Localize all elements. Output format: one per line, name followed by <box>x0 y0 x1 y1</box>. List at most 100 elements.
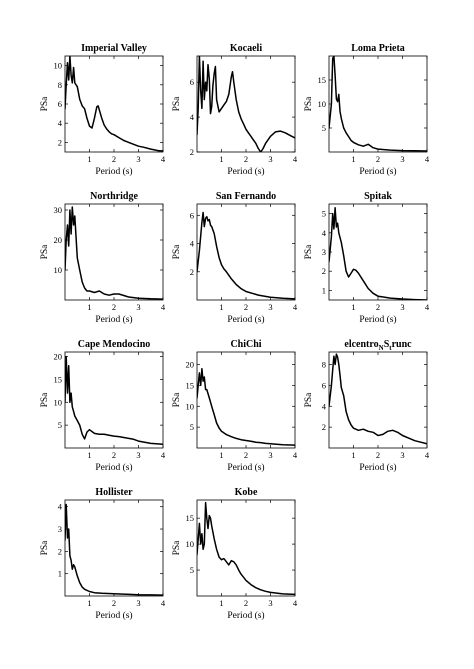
y-tick-label: 2 <box>58 137 62 147</box>
y-axis-label: PSa <box>172 244 182 260</box>
axes-frame <box>64 55 164 153</box>
y-tick-label: 4 <box>322 401 327 411</box>
x-tick-label: 3 <box>268 154 272 164</box>
y-tick-label: 6 <box>322 380 326 390</box>
x-tick-label: 1 <box>219 450 223 460</box>
x-tick-label: 3 <box>136 598 140 608</box>
x-axis-label: Period (s) <box>359 462 396 473</box>
series-line-0 <box>197 56 295 152</box>
chart-title: Hollister <box>95 487 133 498</box>
x-tick-label: 2 <box>244 598 248 608</box>
x-axis-label: Period (s) <box>95 610 132 621</box>
series-line-0 <box>65 206 163 300</box>
y-tick-label: 10 <box>318 99 327 109</box>
x-tick-label: 3 <box>268 450 272 460</box>
y-tick-label: 15 <box>186 380 195 390</box>
y-tick-label: 4 <box>58 502 63 512</box>
series-line-0 <box>197 367 295 446</box>
series-line-0 <box>329 353 427 445</box>
x-tick-label: 1 <box>87 154 91 164</box>
y-tick-label: 15 <box>54 374 63 384</box>
y-tick-label: 20 <box>54 235 63 245</box>
y-tick-label: 5 <box>322 123 326 133</box>
series-line-0 <box>65 56 163 152</box>
series-line-0 <box>65 355 163 446</box>
subplot-4: San Fernando 1 2 3 4 2 4 6 Period (s) PSa <box>172 191 298 325</box>
y-tick-label: 3 <box>322 247 326 257</box>
x-tick-label: 2 <box>376 302 380 312</box>
y-tick-label: 2 <box>322 422 326 432</box>
x-tick-label: 4 <box>425 154 430 164</box>
x-tick-label: 2 <box>244 450 248 460</box>
y-tick-label: 8 <box>58 80 62 90</box>
y-tick-label: 15 <box>318 75 327 85</box>
subplot-9: Hollister 1 2 3 4 1 2 3 4 Period (s) PSa <box>40 487 166 621</box>
y-tick-label: 4 <box>322 228 327 238</box>
x-tick-label: 2 <box>112 302 116 312</box>
x-tick-label: 2 <box>112 598 116 608</box>
x-tick-label: 2 <box>112 450 116 460</box>
x-axis-label: Period (s) <box>227 610 264 621</box>
axes-frame <box>196 499 296 597</box>
y-tick-label: 20 <box>54 352 63 362</box>
x-axis-label: Period (s) <box>95 462 132 473</box>
x-tick-label: 1 <box>87 302 91 312</box>
y-tick-label: 10 <box>54 265 63 275</box>
y-tick-label: 2 <box>190 147 194 157</box>
y-tick-label: 4 <box>58 118 63 128</box>
x-tick-label: 2 <box>244 154 248 164</box>
x-tick-label: 4 <box>425 302 430 312</box>
x-tick-label: 3 <box>136 450 140 460</box>
x-axis-label: Period (s) <box>359 314 396 325</box>
subplot-7: ChiChi 1 2 3 4 5 10 15 20 Period (s) PSa <box>172 339 298 473</box>
x-tick-label: 3 <box>268 598 272 608</box>
x-axis-label: Period (s) <box>95 166 132 177</box>
axes-frame <box>64 203 164 301</box>
y-tick-label: 1 <box>58 569 62 579</box>
subplot-2: Loma Prieta 1 2 3 4 5 10 15 Period (s) PSa <box>304 43 430 177</box>
x-tick-label: 1 <box>87 450 91 460</box>
y-tick-label: 2 <box>190 267 194 277</box>
chart-title: ChiChi <box>230 339 261 350</box>
series-line-0 <box>65 503 163 596</box>
chart-title: Kobe <box>235 487 258 498</box>
y-tick-label: 8 <box>322 360 326 370</box>
x-tick-label: 1 <box>87 598 91 608</box>
y-tick-label: 6 <box>58 99 62 109</box>
x-tick-label: 4 <box>293 302 298 312</box>
chart-title: Spitak <box>364 191 392 202</box>
y-tick-label: 5 <box>190 565 194 575</box>
chart-title: San Fernando <box>216 191 276 202</box>
x-tick-label: 1 <box>219 598 223 608</box>
x-tick-label: 4 <box>161 598 166 608</box>
y-tick-label: 6 <box>190 210 194 220</box>
x-tick-label: 3 <box>136 302 140 312</box>
axes-frame <box>196 351 296 449</box>
x-tick-label: 4 <box>293 450 298 460</box>
chart-title: Loma Prieta <box>351 43 405 54</box>
subplot-5: Spitak 1 2 3 4 1 2 3 4 5 Period (s) PSa <box>304 191 430 325</box>
series-line-0 <box>197 211 295 300</box>
y-axis-label: PSa <box>40 244 50 260</box>
x-tick-label: 4 <box>161 450 166 460</box>
chart-title: Kocaeli <box>230 43 262 54</box>
subplot-10: Kobe 1 2 3 4 5 10 15 Period (s) PSa <box>172 487 298 621</box>
y-tick-label: 5 <box>322 209 326 219</box>
y-axis-label: PSa <box>304 392 314 408</box>
y-axis-label: PSa <box>172 96 182 112</box>
x-tick-label: 1 <box>351 154 355 164</box>
subplot-3: Northridge 1 2 3 4 10 20 30 Period (s) PSa <box>40 191 166 325</box>
y-axis-label: PSa <box>172 392 182 408</box>
x-tick-label: 1 <box>351 450 355 460</box>
y-axis-label: PSa <box>304 244 314 260</box>
y-tick-label: 10 <box>54 61 63 71</box>
axes-frame <box>196 203 296 301</box>
y-tick-label: 10 <box>186 401 195 411</box>
x-axis-label: Period (s) <box>227 166 264 177</box>
y-tick-label: 5 <box>58 420 62 430</box>
x-tick-label: 3 <box>136 154 140 164</box>
y-tick-label: 15 <box>186 513 195 523</box>
x-tick-label: 4 <box>161 154 166 164</box>
axes-frame <box>64 351 164 449</box>
